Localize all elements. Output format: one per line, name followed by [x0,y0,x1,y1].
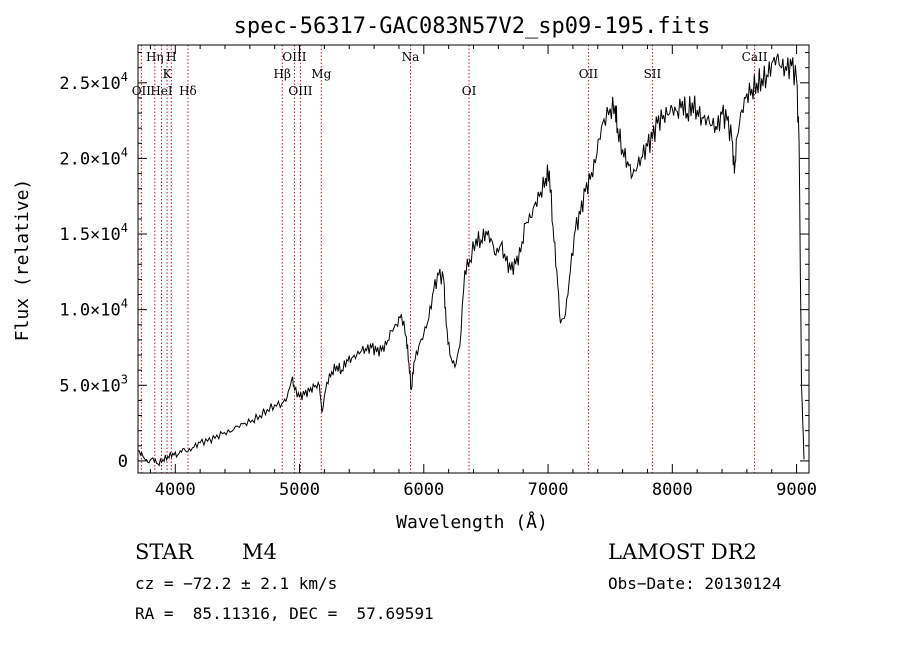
spectral-line-label: Hβ [274,67,291,81]
observation-date: Obs−Date: 20130124 [608,574,782,593]
x-tick-label: 5000 [279,480,320,500]
spectral-line-label: OII [579,67,599,81]
plot-frame [137,44,810,474]
x-tick-label: 6000 [403,480,444,500]
spectral-line-label: K [163,67,173,81]
x-tick-label: 8000 [652,480,693,500]
y-tick-label: 1.0×104 [59,297,128,321]
spectral-line-markers [140,45,756,473]
y-tick-label: 5.0×103 [59,372,128,396]
spectral-line-label: Hη [146,50,164,64]
spectral-line-label: Mg [311,67,331,81]
y-axis: 0 5.0×103 1.0×104 1.5×104 2.0×104 2.5×104 [59,52,809,472]
object-class: STAR [135,540,194,564]
y-tick-label: 1.5×104 [59,221,128,245]
y-axis-label: Flux (relative) [12,179,33,342]
spectral-line-label: OII [132,84,152,98]
spectral-subclass: M4 [242,540,277,564]
spectral-line-label: H [166,50,176,64]
y-tick-label: 2.0×104 [59,145,128,169]
spectral-line-labels: OII Hη HeI KH Hδ Hβ OIII OIII Mg Na OI OII SII CaII [132,50,768,98]
x-axis-label: Wavelength (Å) [396,511,548,533]
spectrum-line [137,53,805,467]
y-tick-label: 2.5×104 [59,70,128,94]
survey-name: LAMOST DR2 [608,540,757,564]
x-tick-label: 9000 [776,480,817,500]
y-tick-label: 0 [118,452,128,472]
spectral-line-label: SII [644,67,662,81]
spectral-line-label: Na [402,50,420,64]
spectral-line-label: Hδ [179,84,197,98]
x-tick-label: 4000 [155,480,196,500]
chart-title: spec-56317-GAC083N57V2_sp09-195.fits [234,14,711,39]
spectral-line-label: HeI [150,84,173,98]
coordinates-text: RA = 85.11316, DEC = 57.69591 [135,604,434,623]
x-tick-label: 7000 [528,480,569,500]
spectral-line-label: OIII [282,50,306,64]
spectral-line-label: OIII [288,84,312,98]
spectral-line-label: OI [462,84,477,98]
x-axis: 4000 5000 6000 7000 8000 9000 [149,45,817,500]
redshift-text: cz = −72.2 ± 2.1 km/s [135,574,338,593]
spectral-line-label: CaII [742,50,768,64]
